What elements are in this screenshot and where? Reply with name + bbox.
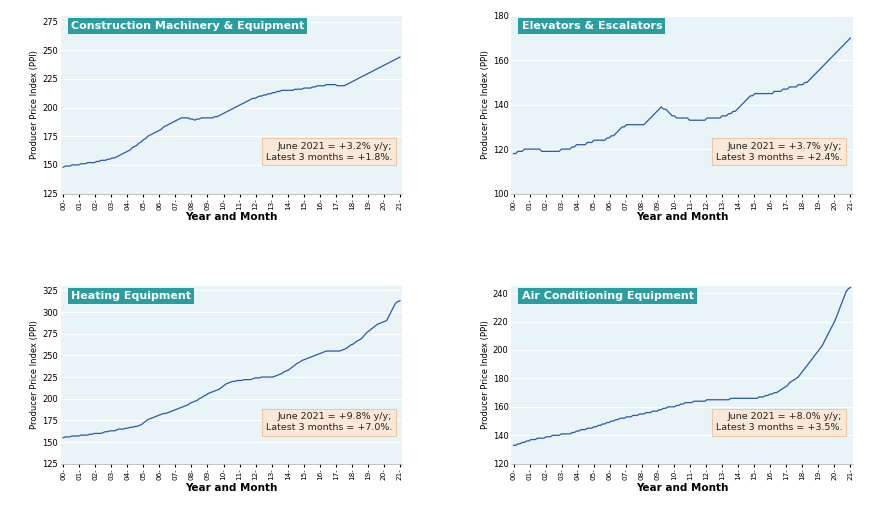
- Y-axis label: Producer Price Index (PPI): Producer Price Index (PPI): [30, 50, 39, 159]
- Y-axis label: Producer Price Index (PPI): Producer Price Index (PPI): [30, 320, 39, 430]
- Y-axis label: Producer Price Index (PPI): Producer Price Index (PPI): [481, 50, 489, 159]
- Text: June 2021 = +9.8% y/y;
Latest 3 months = +7.0%.: June 2021 = +9.8% y/y; Latest 3 months =…: [265, 412, 391, 432]
- X-axis label: Year and Month: Year and Month: [635, 483, 727, 493]
- Y-axis label: Producer Price Index (PPI): Producer Price Index (PPI): [481, 320, 489, 430]
- Text: Elevators & Escalators: Elevators & Escalators: [521, 21, 661, 31]
- X-axis label: Year and Month: Year and Month: [185, 483, 277, 493]
- Text: Construction Machinery & Equipment: Construction Machinery & Equipment: [71, 21, 304, 31]
- Text: Heating Equipment: Heating Equipment: [71, 291, 191, 301]
- Text: June 2021 = +3.2% y/y;
Latest 3 months = +1.8%.: June 2021 = +3.2% y/y; Latest 3 months =…: [265, 142, 391, 162]
- X-axis label: Year and Month: Year and Month: [185, 212, 277, 222]
- Text: Air Conditioning Equipment: Air Conditioning Equipment: [521, 291, 693, 301]
- X-axis label: Year and Month: Year and Month: [635, 212, 727, 222]
- Text: June 2021 = +3.7% y/y;
Latest 3 months = +2.4%.: June 2021 = +3.7% y/y; Latest 3 months =…: [715, 142, 841, 162]
- Text: June 2021 = +8.0% y/y;
Latest 3 months = +3.5%.: June 2021 = +8.0% y/y; Latest 3 months =…: [715, 412, 841, 432]
